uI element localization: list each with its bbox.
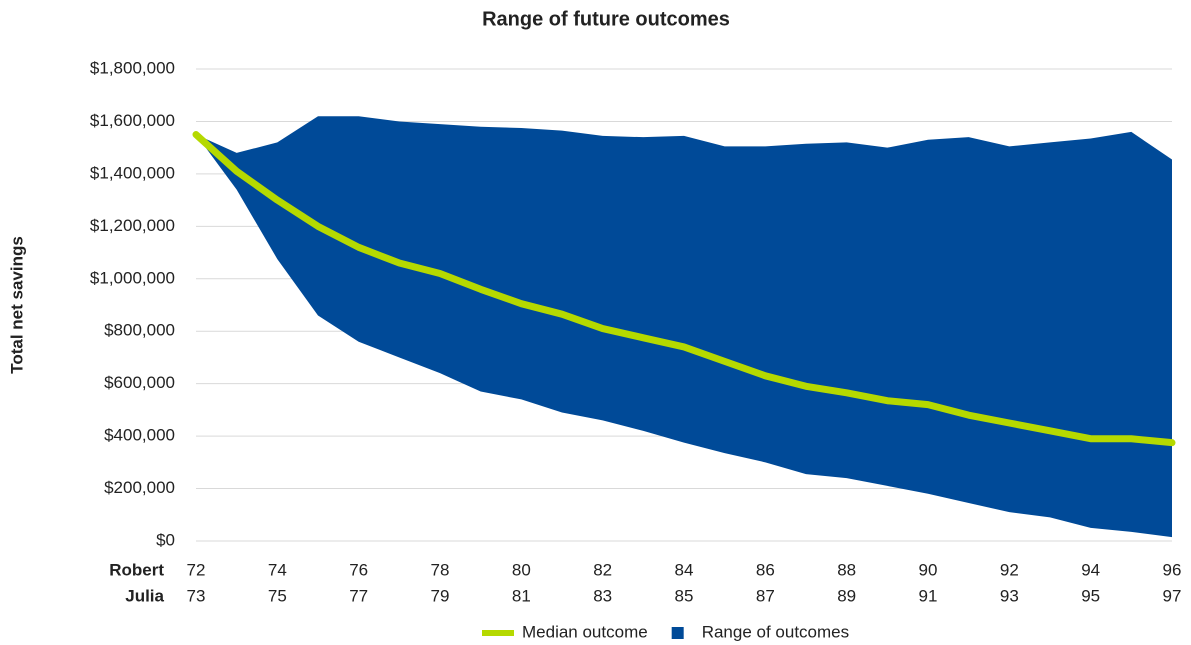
y-tick-label: $1,200,000 [90, 216, 175, 235]
y-tick-label: $800,000 [104, 321, 175, 340]
y-tick-label: $1,600,000 [90, 111, 175, 130]
chart-title: Range of future outcomes [482, 8, 730, 30]
legend-swatch [482, 630, 514, 636]
x-tick-label: 84 [675, 560, 694, 579]
y-tick-label: $600,000 [104, 373, 175, 392]
x-tick-label: 89 [837, 586, 856, 605]
x-tick-label: 85 [675, 586, 694, 605]
x-tick-label: 81 [512, 586, 531, 605]
y-tick-label: $1,800,000 [90, 58, 175, 77]
x-tick-label: 78 [431, 560, 450, 579]
x-row-name: Julia [125, 586, 164, 605]
legend-label: Range of outcomes [702, 622, 849, 641]
legend-label: Median outcome [522, 622, 648, 641]
x-tick-label: 94 [1081, 560, 1100, 579]
y-tick-label: $1,000,000 [90, 268, 175, 287]
x-tick-label: 82 [593, 560, 612, 579]
x-tick-label: 77 [349, 586, 368, 605]
x-tick-label: 95 [1081, 586, 1100, 605]
x-tick-label: 97 [1163, 586, 1182, 605]
x-tick-label: 90 [919, 560, 938, 579]
x-tick-label: 96 [1163, 560, 1182, 579]
y-tick-label: $1,400,000 [90, 163, 175, 182]
x-tick-label: 75 [268, 586, 287, 605]
x-tick-label: 74 [268, 560, 287, 579]
median-line [192, 131, 1176, 447]
x-tick-label: 73 [187, 586, 206, 605]
x-tick-label: 93 [1000, 586, 1019, 605]
x-tick-label: 80 [512, 560, 531, 579]
x-tick-label: 72 [187, 560, 206, 579]
legend-swatch [671, 627, 684, 639]
x-tick-label: 83 [593, 586, 612, 605]
range-area [196, 116, 1172, 538]
y-axis-label: Total net savings [7, 236, 26, 374]
x-tick-label: 86 [756, 560, 775, 579]
x-tick-label: 91 [919, 586, 938, 605]
y-tick-label: $200,000 [104, 478, 175, 497]
x-tick-label: 92 [1000, 560, 1019, 579]
y-tick-label: $400,000 [104, 426, 175, 445]
y-tick-label: $0 [156, 530, 175, 549]
x-tick-label: 79 [431, 586, 450, 605]
x-row-name: Robert [109, 560, 164, 579]
x-tick-label: 87 [756, 586, 775, 605]
x-tick-label: 76 [349, 560, 368, 579]
legend: Median outcome Range of outcomes [482, 622, 849, 641]
x-tick-label: 88 [837, 560, 856, 579]
